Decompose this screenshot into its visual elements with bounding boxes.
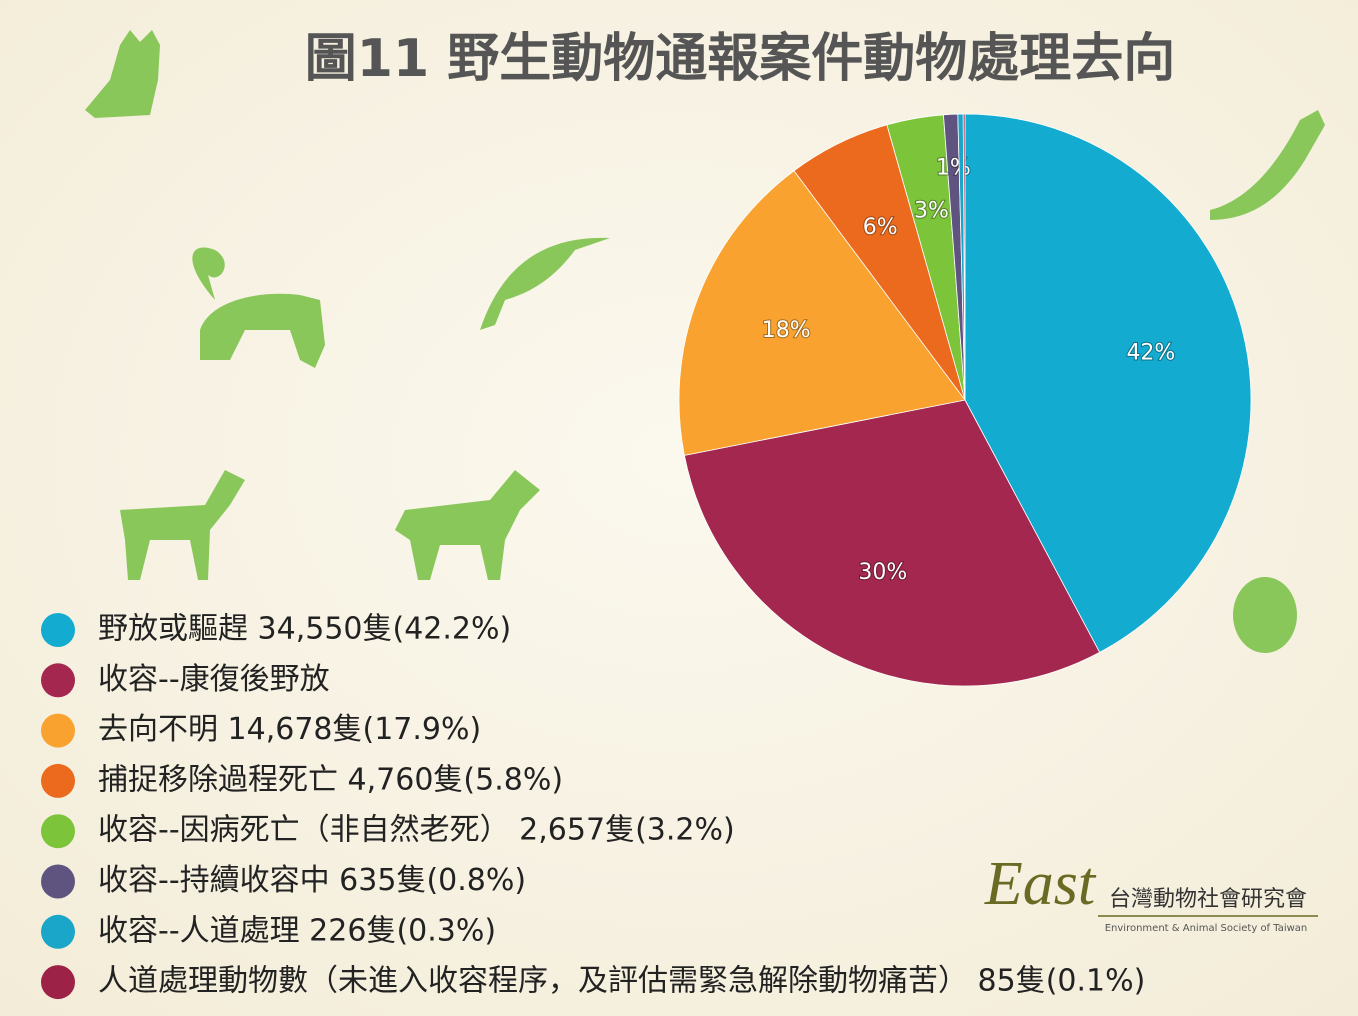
logo-mark: East [984,850,1097,918]
legend-label: 收容--人道處理 226隻(0.3%) [98,913,496,948]
legend-label: 野放或驅趕 34,550隻(42.2%) [98,612,511,647]
legend-swatch [41,613,75,647]
legend-swatch [41,764,75,798]
legend-swatch [41,814,75,848]
slice-label: 18% [762,318,811,343]
legend-label: 收容--因病死亡（非自然老死） 2,657隻(3.2%) [98,813,735,848]
legend-label: 收容--康復後野放 [98,662,330,697]
legend-swatch [41,714,75,748]
slice-label: 6% [863,215,898,240]
legend-label: 去向不明 14,678隻(17.9%) [98,712,481,747]
legend-swatch [41,915,75,949]
infographic: 圖11 野生動物通報案件動物處理去向 East 台灣動物社會研究會 Enviro… [0,0,1358,1016]
legend-label: 人道處理動物數（未進入收容程序，及評估需緊急解除動物痛苦） 85隻(0.1%) [98,964,1145,999]
legend-label: 收容--持續收容中 635隻(0.8%) [98,863,526,898]
chart-title: 圖11 野生動物通報案件動物處理去向 [305,29,1175,89]
slice-label: 3% [914,198,949,223]
slice-label: 1% [936,156,971,181]
legend-swatch [41,663,75,697]
logo-name: 台灣動物社會研究會 [1109,887,1307,912]
logo-subtitle: Environment & Animal Society of Taiwan [1105,923,1308,934]
legend-swatch [41,965,75,999]
slice-label: 30% [858,560,907,585]
turtle [1233,577,1297,653]
legend-swatch [41,865,75,899]
legend-label: 捕捉移除過程死亡 4,760隻(5.8%) [98,762,563,797]
slice-label: 42% [1126,341,1175,366]
